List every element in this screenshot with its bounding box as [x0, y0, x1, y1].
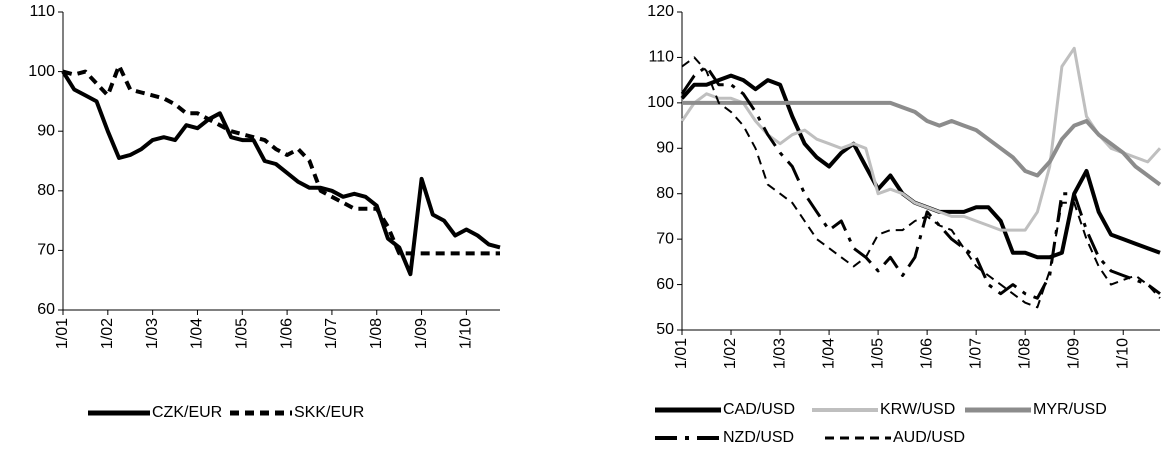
x-tick-label: 1/06	[918, 338, 935, 369]
x-tick-label: 1/01	[673, 338, 690, 369]
y-tick-label: 120	[647, 3, 674, 20]
y-tick-label: 80	[656, 185, 674, 202]
y-tick-label: 50	[656, 321, 674, 338]
series-line	[682, 100, 1162, 187]
x-tick-label: 1/05	[234, 318, 251, 349]
y-tick-label: 90	[656, 140, 674, 157]
x-tick-label: 1/02	[722, 338, 739, 369]
x-tick-label: 1/05	[869, 338, 886, 369]
x-tick-label: 1/08	[368, 318, 385, 349]
legend-label: CZK/EUR	[152, 404, 222, 421]
x-tick-label: 1/03	[771, 338, 788, 369]
y-tick-label: 100	[647, 94, 674, 111]
y-tick-label: 100	[28, 63, 55, 80]
legend-label: MYR/USD	[1033, 401, 1107, 418]
x-tick-label: 1/04	[820, 338, 837, 369]
series-line	[680, 65, 1161, 300]
y-tick-label: 70	[37, 242, 55, 259]
legend-label: CAD/USD	[723, 401, 795, 418]
x-tick-label: 1/07	[323, 318, 340, 349]
y-tick-label: 60	[656, 276, 674, 293]
y-tick-label: 110	[648, 49, 674, 66]
y-tick-label: 110	[29, 3, 55, 20]
y-tick-label: 70	[656, 230, 674, 247]
series-line	[681, 56, 1161, 309]
x-tick-label: 1/09	[1065, 338, 1082, 369]
series-line	[61, 70, 501, 277]
x-tick-label: 1/01	[54, 318, 71, 349]
x-tick-label: 1/07	[967, 338, 984, 369]
x-tick-label: 1/10	[1114, 338, 1131, 369]
legend-label: NZD/USD	[723, 429, 794, 446]
legend-label: SKK/EUR	[294, 404, 364, 421]
x-tick-label: 1/03	[144, 318, 161, 349]
y-tick-label: 90	[37, 122, 55, 139]
x-tick-label: 1/08	[1016, 338, 1033, 369]
x-tick-label: 1/04	[189, 318, 206, 349]
legend-label: KRW/USD	[880, 401, 955, 418]
legend-label: AUD/USD	[893, 429, 965, 446]
x-tick-label: 1/10	[458, 318, 475, 349]
x-tick-label: 1/02	[99, 318, 116, 349]
x-tick-label: 1/06	[278, 318, 295, 349]
y-tick-label: 60	[37, 301, 55, 318]
y-tick-label: 80	[37, 182, 55, 199]
series-line	[680, 46, 1162, 232]
x-tick-label: 1/09	[413, 318, 430, 349]
series-line	[62, 63, 500, 256]
